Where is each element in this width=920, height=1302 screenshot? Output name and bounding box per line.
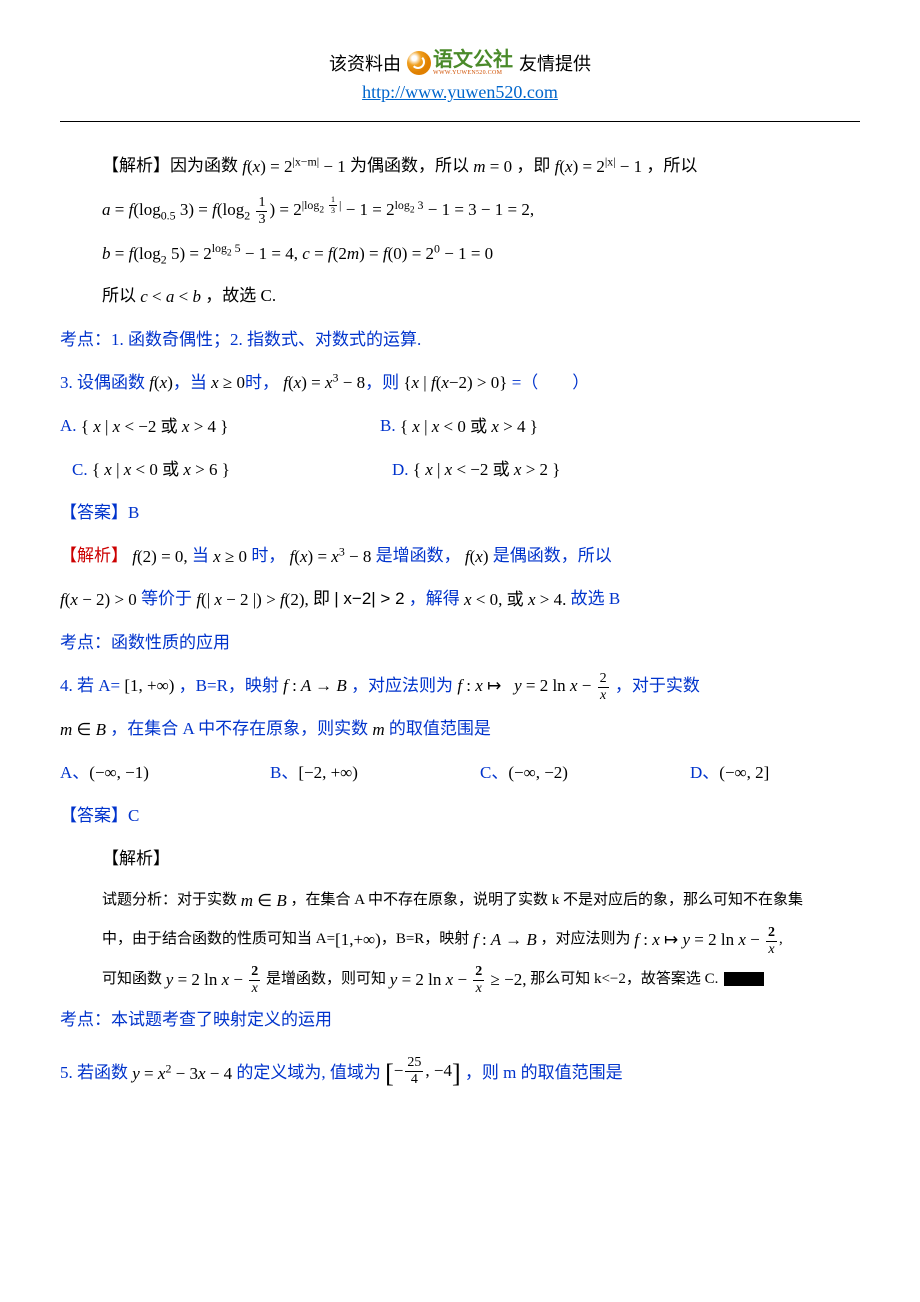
document-content: 【解析】因为函数 f(x) = 2|x−m| − 1 为偶函数，所以 m = 0… bbox=[60, 146, 860, 1105]
page-root: 该资料由 语文公社 WWW.YUWEN520.COM 友情提供 http://w… bbox=[0, 0, 920, 1302]
header-divider bbox=[60, 121, 860, 122]
q5-stem: 5. 若函数 y = x2 − 3x − 4 的定义域为, 值域为 [−254,… bbox=[60, 1043, 860, 1105]
q3-optB-label: B. bbox=[380, 416, 396, 435]
q4-options: A、(−∞, −1) B、[−2, +∞) C、(−∞, −2) D、(−∞, … bbox=[60, 753, 860, 794]
redaction-block-icon bbox=[724, 972, 764, 986]
q3-solution-line2: f(x − 2) > 0 等价于 f(| x − 2 |) > f(2), 即 … bbox=[60, 579, 860, 620]
header-url[interactable]: http://www.yuwen520.com bbox=[60, 82, 860, 103]
header-prefix: 该资料由 bbox=[329, 50, 401, 76]
logo-sub-text: WWW.YUWEN520.COM bbox=[433, 70, 502, 76]
logo-main-text: 语文公社 bbox=[433, 50, 513, 70]
site-logo: 语文公社 WWW.YUWEN520.COM bbox=[405, 50, 515, 76]
q4-optD-label: D、 bbox=[690, 763, 719, 782]
q4-solution-line1: 试题分析：对于实数 m ∈ B ，在集合 A 中不存在原象，说明了实数 k 不是… bbox=[60, 882, 860, 919]
q3-solution-line1: 【解析】 f(2) = 0, 当 x ≥ 0 时， f(x) = x3 − 8 … bbox=[60, 536, 860, 577]
q4-stem-line2: m ∈ B ，在集合 A 中不存在原象，则实数 m 的取值范围是 bbox=[60, 709, 860, 750]
q3-stem: 3. 设偶函数 f(x)，当 x ≥ 0 时， f(x) = x3 − 8 ，则… bbox=[60, 363, 860, 404]
q4-optB-label: B、 bbox=[270, 763, 298, 782]
logo-swirl-icon bbox=[407, 51, 431, 75]
q2-solution-line3: b = f(log2 5) = 2log2 5 − 1 = 4, c = f(2… bbox=[60, 233, 860, 274]
document-header: 该资料由 语文公社 WWW.YUWEN520.COM 友情提供 http://w… bbox=[60, 50, 860, 103]
q3-options-row1: A. { x | x < −2 或 x > 4 } B. { x | x < 0… bbox=[60, 406, 860, 447]
q4-solution-line2: 中，由于结合函数的性质可知当 A=[1,+∞)，B=R，映射 f : A → B… bbox=[60, 921, 860, 958]
q3-optA-label: A. bbox=[60, 416, 77, 435]
q2-solution-line4: 所以 c < a < b ，故选 C. bbox=[60, 276, 860, 317]
q2-kaodian: 考点：1. 函数奇偶性；2. 指数式、对数式的运算. bbox=[60, 320, 860, 361]
q4-solution-line3: 可知函数 y = 2 ln x − 2x 是增函数，则可知 y = 2 ln x… bbox=[60, 961, 860, 998]
q4-solution-label: 【解析】 bbox=[60, 839, 860, 880]
q4-optC-label: C、 bbox=[480, 763, 508, 782]
q3-stem-prefix: 3. 设偶函数 bbox=[60, 373, 145, 392]
q4-answer: 【答案】C bbox=[60, 796, 860, 837]
header-line-1: 该资料由 语文公社 WWW.YUWEN520.COM 友情提供 bbox=[60, 50, 860, 76]
q4-optA-label: A、 bbox=[60, 763, 89, 782]
q2-solution-line1: 【解析】因为函数 f(x) = 2|x−m| − 1 为偶函数，所以 m = 0… bbox=[60, 146, 860, 187]
q3-optD-label: D. bbox=[392, 460, 409, 479]
q3-answer: 【答案】B bbox=[60, 493, 860, 534]
q3-kaodian: 考点：函数性质的应用 bbox=[60, 623, 860, 664]
q3-options-row2: C. { x | x < 0 或 x > 6 } D. { x | x < −2… bbox=[60, 450, 860, 491]
header-suffix: 友情提供 bbox=[519, 50, 591, 76]
q4-kaodian: 考点：本试题考查了映射定义的运用 bbox=[60, 1000, 860, 1041]
q3-optC-label: C. bbox=[72, 460, 88, 479]
q4-stem-line1: 4. 若 A= [1, +∞) ，B=R，映射 f : A → B ，对应法则为… bbox=[60, 666, 860, 707]
q2-solution-line2: a = f(log0.5 3) = f(log2 13) = 2|log2 13… bbox=[60, 189, 860, 230]
